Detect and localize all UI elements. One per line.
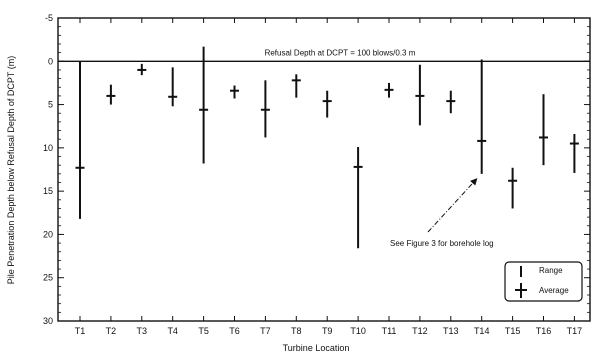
y-tick-label: 0 <box>48 56 53 66</box>
y-tick-label: 5 <box>48 100 53 110</box>
data-marks-group <box>75 46 579 298</box>
x-tick-label: T7 <box>260 326 271 336</box>
plot-frame <box>57 17 591 322</box>
x-tick-label: T9 <box>322 326 333 336</box>
annotation-arrow <box>427 178 478 233</box>
y-axis-title: Pile Penetration Depth below Refusal Dep… <box>6 56 16 284</box>
x-tick-label: T6 <box>229 326 240 336</box>
y-tick-label: 30 <box>43 316 53 326</box>
x-tick-label: T11 <box>382 326 397 336</box>
y-tick-label: 20 <box>43 229 53 239</box>
plot-frame-group <box>57 17 591 322</box>
y-tick-label: 15 <box>43 186 53 196</box>
x-tick-label: T17 <box>567 326 583 336</box>
x-tick-label: T12 <box>412 326 428 336</box>
x-tick-label: T13 <box>443 326 459 336</box>
x-tick-label: T4 <box>167 326 178 336</box>
x-tick-label: T8 <box>291 326 302 336</box>
x-axis-title: Turbine Location <box>283 343 350 353</box>
x-tick-label: T10 <box>350 326 366 336</box>
x-tick-label: T3 <box>137 326 148 336</box>
legend-average-label: Average <box>539 286 569 295</box>
x-tick-label: T14 <box>474 326 490 336</box>
y-tick-label: -5 <box>45 13 53 23</box>
y-tick-label: 10 <box>43 143 53 153</box>
x-tick-label: T16 <box>536 326 552 336</box>
refusal-depth-label: Refusal Depth at DCPT = 100 blows/0.3 m <box>265 48 416 57</box>
annotation-text: See Figure 3 for borehole log <box>390 239 494 248</box>
legend-range-label: Range <box>539 266 563 275</box>
legend-box <box>504 261 583 302</box>
x-tick-label: T1 <box>75 326 86 336</box>
y-tick-label: 25 <box>43 273 53 283</box>
x-tick-label: T5 <box>198 326 209 336</box>
text-group: -5 0 5 10 15 20 25 30 T1 T2 T3 T4 T5 T6 T7 T8 T9 T10 T11 T1… <box>6 13 582 353</box>
x-tick-label: T2 <box>106 326 117 336</box>
x-tick-label: T15 <box>505 326 521 336</box>
